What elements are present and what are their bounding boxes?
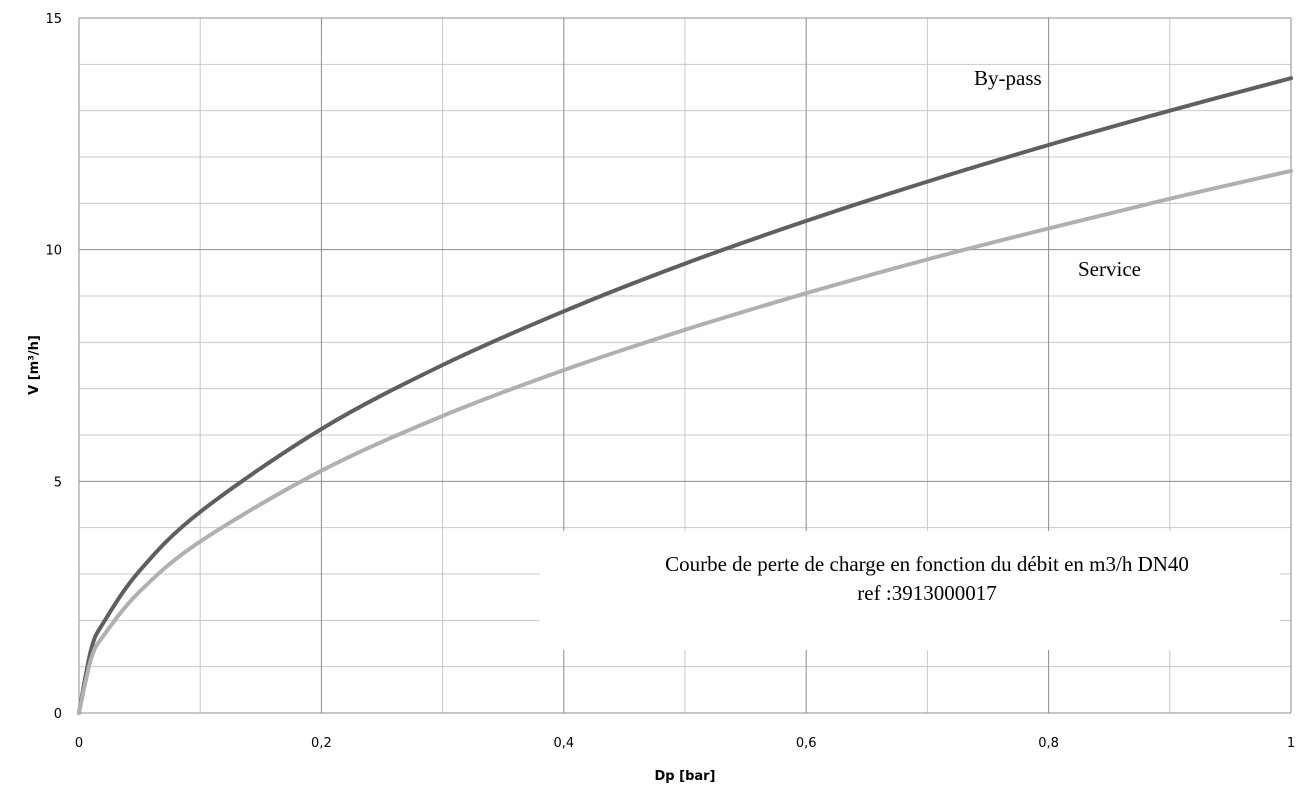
series-line-service (77, 168, 1293, 715)
x-axis-title: Dp [bar] (655, 769, 716, 784)
series-label-service: Service (1078, 257, 1141, 281)
minor-gridlines (79, 18, 1291, 713)
annotation-line-1: Courbe de perte de charge en fonction du… (665, 552, 1189, 576)
x-tick-label: 0,8 (1038, 736, 1059, 751)
y-tick-label: 0 (54, 707, 62, 722)
series-lines (77, 76, 1293, 715)
x-tick-label: 0,6 (796, 736, 817, 751)
x-tick-label: 1 (1287, 736, 1295, 751)
series-line-by-pass (77, 76, 1293, 715)
series-labels: By-pass Service (974, 66, 1141, 281)
x-tick-label: 0,2 (311, 736, 332, 751)
y-tick-label: 15 (45, 12, 62, 27)
y-tick-label: 5 (54, 475, 62, 490)
annotation-background (540, 531, 1280, 650)
x-tick-label: 0 (75, 736, 83, 751)
x-tick-label: 0,4 (553, 736, 574, 751)
annotation: Courbe de perte de charge en fonction du… (540, 531, 1280, 650)
annotation-line-2: ref :3913000017 (857, 581, 996, 605)
y-axis-title: V [m³/h] (27, 335, 42, 395)
y-tick-label: 10 (45, 244, 62, 259)
series-label-by-pass: By-pass (974, 66, 1042, 90)
axes (78, 18, 1292, 714)
